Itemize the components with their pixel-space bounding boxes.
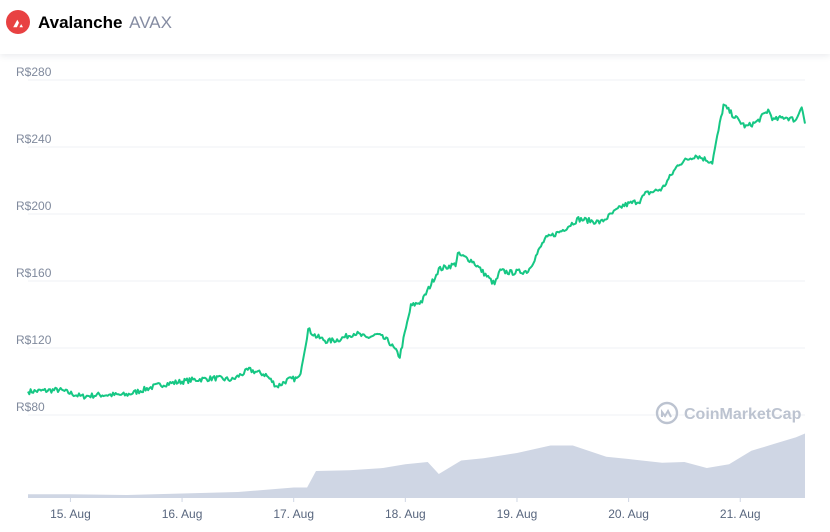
coin-symbol: AVAX bbox=[129, 13, 172, 32]
volume-area bbox=[28, 433, 805, 498]
coin-name: Avalanche bbox=[38, 13, 123, 32]
x-axis-ticks: 15. Aug 16. Aug 17. Aug 18. Aug 19. Aug 20. A… bbox=[50, 498, 761, 521]
x-tick-label: 15. Aug bbox=[50, 507, 91, 521]
y-tick-label: R$280 bbox=[16, 65, 52, 79]
chart-header: Avalanche AVAX bbox=[0, 0, 830, 54]
x-tick-label: 16. Aug bbox=[162, 507, 203, 521]
avalanche-logo-icon bbox=[6, 10, 30, 34]
x-tick-label: 21. Aug bbox=[720, 507, 761, 521]
y-tick-label: R$240 bbox=[16, 132, 52, 146]
x-tick-label: 18. Aug bbox=[385, 507, 426, 521]
watermark-text: CoinMarketCap bbox=[684, 406, 802, 423]
y-tick-label: R$200 bbox=[16, 199, 52, 213]
coinmarketcap-logo-icon bbox=[655, 401, 679, 425]
y-axis-ticks: R$80 R$120 R$160 R$200 R$240 R$280 bbox=[16, 65, 52, 414]
coin-title: Avalanche AVAX bbox=[38, 13, 172, 33]
x-tick-label: 20. Aug bbox=[608, 507, 649, 521]
price-line bbox=[27, 103, 806, 400]
y-tick-label: R$120 bbox=[16, 333, 52, 347]
y-tick-label: R$80 bbox=[16, 400, 45, 414]
coinmarketcap-watermark: CoinMarketCap bbox=[655, 401, 802, 425]
y-tick-label: R$160 bbox=[16, 266, 52, 280]
x-tick-label: 17. Aug bbox=[273, 507, 314, 521]
price-chart: R$80 R$120 R$160 R$200 R$240 R$280 CoinMarket… bbox=[16, 65, 806, 521]
x-tick-label: 19. Aug bbox=[497, 507, 538, 521]
grid-lines bbox=[28, 79, 805, 416]
